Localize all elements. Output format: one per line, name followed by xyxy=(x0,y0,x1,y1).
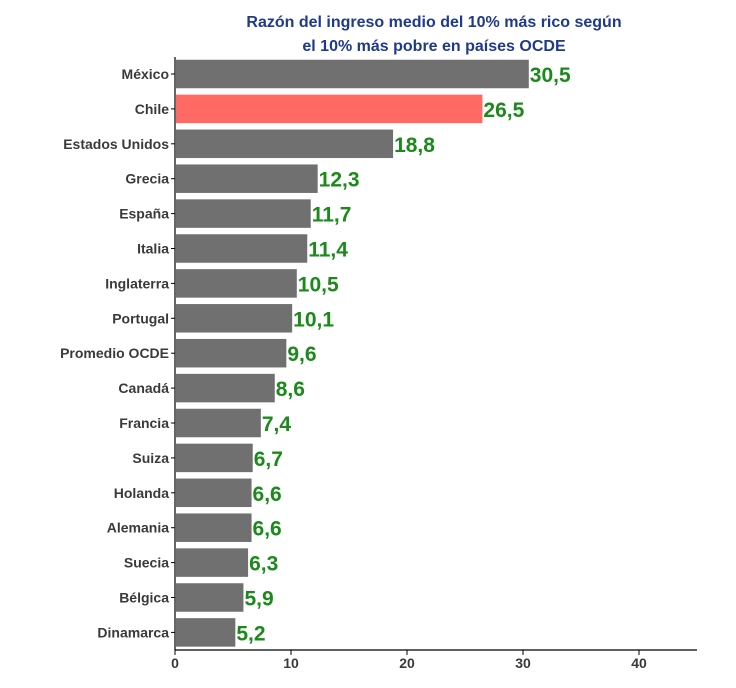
bar-francia xyxy=(176,408,261,438)
category-label-promedio-ocde: Promedio OCDE xyxy=(60,345,169,361)
category-label-suecia: Suecia xyxy=(124,555,169,571)
bar-holanda xyxy=(176,478,252,508)
bar-promedio-ocde xyxy=(176,338,287,368)
value-label-suiza: 6,7 xyxy=(254,448,283,471)
value-label-espana: 11,7 xyxy=(312,204,352,227)
category-label-holanda: Holanda xyxy=(114,485,169,501)
x-tick-label-30: 30 xyxy=(515,655,531,671)
category-label-belgica: Bélgica xyxy=(119,590,169,606)
category-label-inglaterra: Inglaterra xyxy=(105,275,169,291)
chart-title-line-1: Razón del ingreso medio del 10% más rico… xyxy=(246,14,621,31)
value-label-mexico: 30,5 xyxy=(530,64,571,87)
bar-grecia xyxy=(176,164,318,193)
x-tick-label-0: 0 xyxy=(171,655,179,671)
bar-dinamarca xyxy=(176,618,236,647)
x-tick-label-10: 10 xyxy=(283,655,299,671)
value-label-inglaterra: 10,5 xyxy=(298,273,339,296)
category-label-estados-unidos: Estados Unidos xyxy=(63,136,169,152)
bar-canada xyxy=(176,373,275,403)
value-label-grecia: 12,3 xyxy=(319,169,360,192)
value-label-francia: 7,4 xyxy=(262,413,292,436)
x-tick-label-40: 40 xyxy=(631,655,647,671)
category-label-mexico: México xyxy=(122,66,169,82)
x-tick-label-20: 20 xyxy=(399,655,415,671)
value-label-portugal: 10,1 xyxy=(293,308,334,331)
bar-chile xyxy=(176,94,483,124)
category-label-francia: Francia xyxy=(119,415,169,431)
bar-portugal xyxy=(176,304,293,333)
value-label-belgica: 5,9 xyxy=(244,588,273,611)
value-label-alemania: 6,6 xyxy=(253,518,282,541)
bar-alemania xyxy=(176,513,252,542)
bar-inglaterra xyxy=(176,269,297,298)
value-label-dinamarca: 5,2 xyxy=(236,622,265,645)
bars-layer: 30,5 México 26,5 Chile 18,8 Estados Unidos 12,… xyxy=(60,59,571,647)
bar-belgica xyxy=(176,583,244,612)
category-label-espana: España xyxy=(119,206,169,222)
category-label-portugal: Portugal xyxy=(112,310,169,326)
category-label-suiza: Suiza xyxy=(132,450,169,466)
value-label-holanda: 6,6 xyxy=(253,483,282,506)
axes-layer: 0 10 20 30 40 xyxy=(171,57,697,671)
category-label-grecia: Grecia xyxy=(125,171,169,187)
value-label-promedio-ocde: 9,6 xyxy=(287,343,316,366)
category-label-alemania: Alemania xyxy=(107,520,169,536)
category-label-chile: Chile xyxy=(135,101,169,117)
bar-suiza xyxy=(176,443,253,473)
category-label-italia: Italia xyxy=(137,241,169,257)
value-label-chile: 26,5 xyxy=(483,99,524,122)
chart-title-line-2: el 10% más pobre en países OCDE xyxy=(302,38,566,55)
bar-espana xyxy=(176,199,311,228)
bar-suecia xyxy=(176,548,249,577)
value-label-suecia: 6,3 xyxy=(249,553,278,576)
value-label-estados-unidos: 18,8 xyxy=(394,134,435,157)
category-label-canada: Canadá xyxy=(118,380,169,396)
category-label-dinamarca: Dinamarca xyxy=(97,624,169,640)
bar-mexico xyxy=(176,59,529,89)
bar-italia xyxy=(176,234,308,263)
value-label-italia: 11,4 xyxy=(308,239,348,262)
bar-estados-unidos xyxy=(176,129,394,159)
value-label-canada: 8,6 xyxy=(276,378,305,401)
